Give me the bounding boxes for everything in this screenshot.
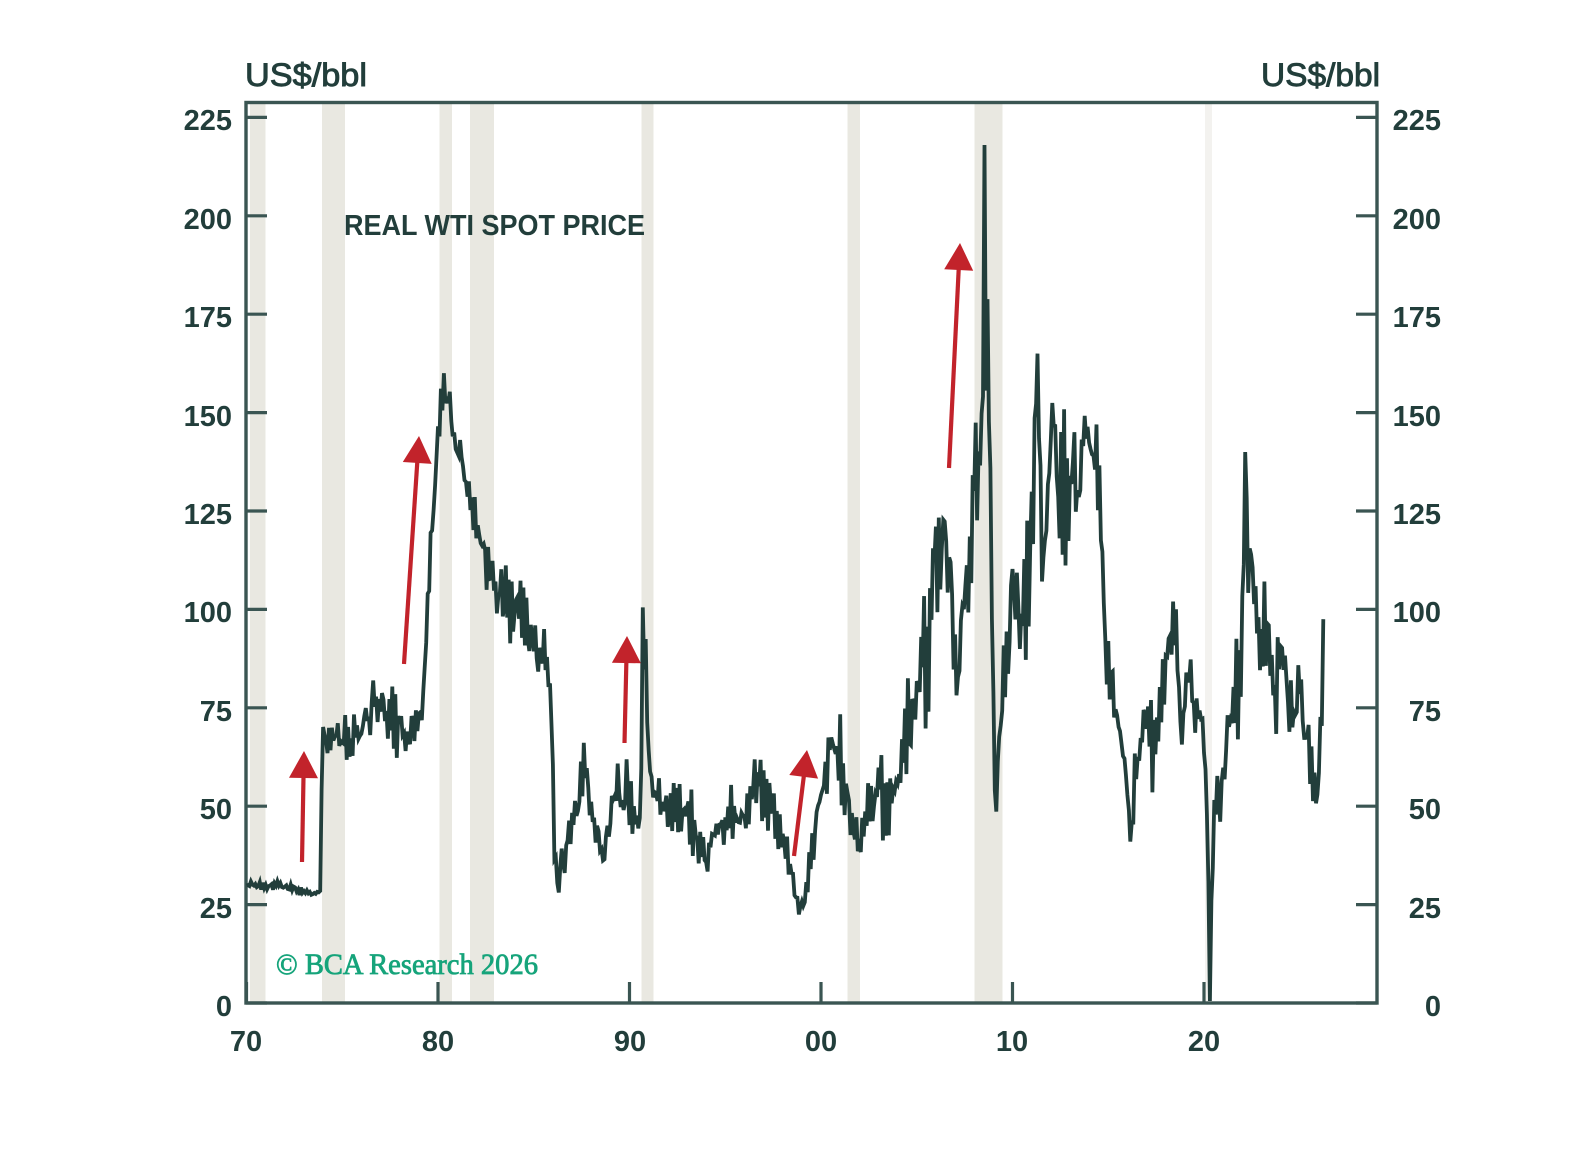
svg-text:00: 00 — [805, 1026, 837, 1058]
svg-text:75: 75 — [1409, 696, 1441, 728]
svg-text:50: 50 — [200, 794, 232, 826]
svg-text:25: 25 — [1409, 893, 1441, 925]
svg-text:125: 125 — [1393, 499, 1441, 531]
svg-text:150: 150 — [184, 401, 232, 433]
svg-text:0: 0 — [1425, 991, 1441, 1023]
svg-text:0: 0 — [216, 991, 232, 1023]
svg-text:© BCΑ Research 2026: © BCΑ Research 2026 — [276, 948, 538, 981]
svg-text:100: 100 — [184, 597, 232, 629]
svg-text:20: 20 — [1188, 1026, 1220, 1058]
svg-text:125: 125 — [184, 499, 232, 531]
svg-text:US$/bbl: US$/bbl — [245, 57, 367, 93]
svg-text:200: 200 — [184, 204, 232, 236]
svg-text:25: 25 — [200, 893, 232, 925]
svg-text:70: 70 — [230, 1026, 262, 1058]
svg-text:REAL WTI SPOT PRICE: REAL WTI SPOT PRICE — [344, 210, 645, 242]
svg-text:50: 50 — [1409, 794, 1441, 826]
svg-text:200: 200 — [1393, 204, 1441, 236]
svg-text:150: 150 — [1393, 401, 1441, 433]
svg-text:80: 80 — [422, 1026, 454, 1058]
svg-text:100: 100 — [1393, 597, 1441, 629]
svg-text:US$/bbl: US$/bbl — [1261, 57, 1380, 93]
svg-text:10: 10 — [996, 1026, 1028, 1058]
svg-text:175: 175 — [1393, 302, 1441, 334]
svg-text:225: 225 — [1393, 105, 1441, 137]
svg-text:90: 90 — [614, 1026, 646, 1058]
svg-text:175: 175 — [184, 302, 232, 334]
svg-text:75: 75 — [200, 696, 232, 728]
svg-text:225: 225 — [184, 105, 232, 137]
